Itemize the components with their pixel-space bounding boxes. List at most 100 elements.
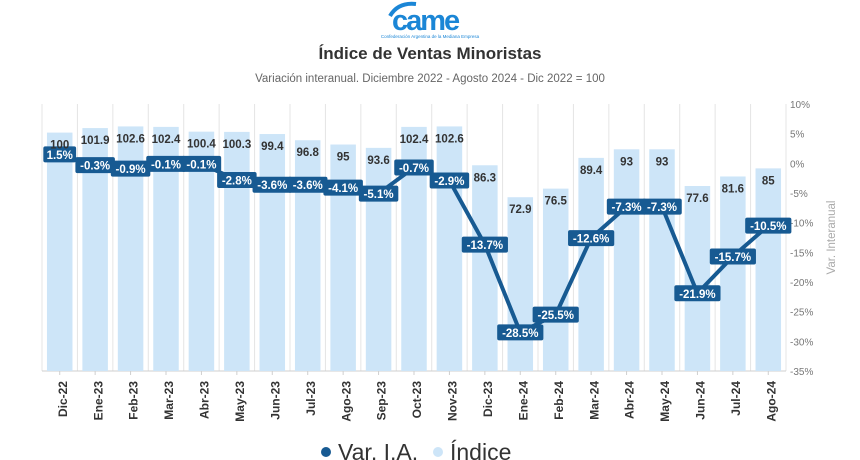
- bar-indice: [224, 131, 250, 371]
- var-ia-label-bg: [429, 172, 470, 189]
- bar-value-label: 85: [762, 175, 775, 187]
- bar-indice: [755, 168, 782, 371]
- x-tick-label: Ago-24: [764, 381, 778, 422]
- bar-value-label: 93.6: [367, 155, 389, 167]
- bar-indice: [649, 149, 675, 371]
- var-ia-label-bg: [709, 248, 756, 265]
- x-tick-label: Sep-23: [375, 381, 389, 421]
- chart-title: Índice de Ventas Minoristas: [318, 44, 542, 63]
- x-tick-label: Ene-23: [91, 381, 105, 421]
- bar-indice: [294, 140, 321, 371]
- var-ia-point-label: -2.9%: [434, 176, 464, 188]
- x-tick-label: Abr-23: [198, 381, 212, 419]
- bar-indice: [542, 188, 569, 371]
- x-tick-label: Ene-24: [516, 381, 530, 421]
- bar-indice: [330, 144, 356, 371]
- y-tick-label: -25%: [790, 308, 813, 319]
- var-ia-label-bg: [252, 176, 293, 193]
- var-ia-label-bg: [461, 236, 508, 253]
- bar-value-label: 100: [50, 140, 69, 152]
- var-ia-label-bg: [642, 198, 682, 215]
- var-ia-point-label: -25.5%: [537, 310, 573, 322]
- var-ia-point-label: -7.3%: [647, 202, 677, 214]
- var-ia-label-bg: [110, 160, 151, 177]
- bar-value-label: 86.3: [474, 172, 496, 184]
- var-ia-point-label: -21.9%: [679, 289, 715, 301]
- var-ia-label-bg: [323, 179, 363, 196]
- bar-indice: [507, 197, 534, 371]
- bar-value-label: 102.6: [435, 133, 464, 145]
- x-tick-label: Nov-23: [446, 381, 460, 421]
- x-tick-label: Jul-23: [304, 381, 318, 416]
- y-tick-label: 5%: [790, 130, 805, 141]
- bar-value-label: 93: [656, 156, 669, 168]
- var-ia-point-label: -0.7%: [399, 163, 429, 175]
- legend-swatch-var-ia: [321, 447, 331, 457]
- bar-indice: [436, 126, 463, 371]
- bar-value-label: 76.5: [545, 196, 568, 208]
- y-tick-label: -35%: [790, 367, 813, 378]
- x-tick-label: Jun-23: [268, 381, 282, 420]
- var-ia-label-bg: [217, 171, 257, 188]
- var-ia-point-label: -3.6%: [257, 180, 287, 192]
- var-ia-point-label: -4.1%: [328, 183, 358, 195]
- var-ia-label-bg: [394, 159, 434, 176]
- legend-label-var-ia: Var. I.A.: [338, 439, 418, 460]
- x-tick-label: Abr-24: [623, 381, 637, 419]
- var-ia-point-label: -10.5%: [750, 221, 786, 233]
- x-tick-label: Mar-24: [587, 381, 601, 420]
- y-tick-label: -15%: [790, 248, 813, 259]
- bar-value-label: 102.4: [400, 134, 429, 146]
- x-tick-label: Ago-23: [339, 381, 353, 422]
- x-tick-label: Oct-23: [410, 381, 424, 419]
- chart-subtitle: Variación interanual. Diciembre 2022 - A…: [255, 73, 605, 85]
- var-ia-label-bg: [497, 324, 544, 341]
- var-ia-point-label: 1.5%: [47, 150, 73, 162]
- var-ia-point-label: -13.7%: [467, 240, 503, 252]
- var-ia-point-label: -7.3%: [612, 202, 642, 214]
- x-tick-label: Dic-22: [56, 381, 70, 417]
- bar-indice: [613, 149, 640, 371]
- var-ia-label-bg: [606, 198, 647, 215]
- var-ia-label-bg: [532, 306, 579, 323]
- bar-value-label: 89.4: [580, 165, 603, 177]
- var-ia-point-label: -0.3%: [80, 161, 110, 173]
- bar-value-label: 96.8: [297, 147, 320, 159]
- x-tick-label: Feb-23: [127, 381, 141, 420]
- var-ia-point-label: -28.5%: [502, 328, 538, 340]
- y-tick-label: -20%: [790, 278, 813, 289]
- var-ia-point-label: -0.1%: [151, 159, 181, 171]
- bar-value-label: 102.6: [116, 133, 145, 145]
- bar-value-label: 72.9: [509, 204, 531, 216]
- var-ia-point-label: -12.6%: [573, 234, 609, 246]
- var-ia-label-bg: [287, 176, 328, 193]
- x-tick-label: Jul-24: [729, 381, 743, 416]
- var-ia-label-bg: [75, 157, 115, 174]
- bar-value-label: 100.3: [222, 139, 251, 151]
- x-tick-label: May-24: [658, 381, 672, 422]
- bar-value-label: 101.9: [81, 135, 110, 147]
- var-ia-label-bg: [745, 217, 792, 234]
- legend-label-indice: Índice: [450, 439, 511, 460]
- var-ia-point-label: -0.1%: [186, 159, 216, 171]
- y-axis-title: Var. Interanual: [826, 201, 838, 275]
- logo-swoosh: [388, 1, 417, 18]
- x-tick-label: Dic-23: [481, 381, 495, 417]
- y-tick-label: -30%: [790, 337, 813, 348]
- bar-value-label: 81.6: [722, 183, 744, 195]
- bar-indice: [684, 186, 711, 371]
- logo-tagline: Confederación Argentina de la Mediana Em…: [381, 34, 480, 39]
- logo-wordmark: came: [392, 5, 460, 37]
- bar-indice: [720, 176, 746, 371]
- x-tick-label: Mar-23: [162, 381, 176, 420]
- var-ia-point-label: -15.7%: [715, 252, 751, 264]
- var-ia-point-label: -0.9%: [116, 164, 146, 176]
- x-tick-label: May-23: [233, 381, 247, 422]
- var-ia-label-bg: [43, 146, 77, 163]
- y-tick-label: 10%: [790, 100, 810, 111]
- y-tick-label: -5%: [790, 189, 808, 200]
- bar-indice: [46, 132, 73, 371]
- bar-value-label: 93: [620, 156, 633, 168]
- came-logo: came Confederación Argentina de la Media…: [381, 1, 480, 39]
